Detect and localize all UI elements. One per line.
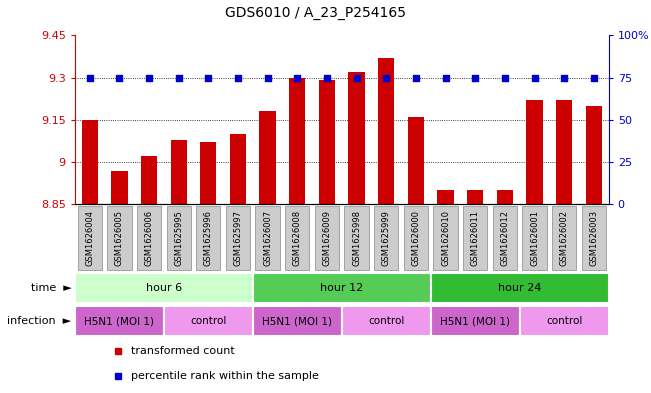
Text: infection  ►: infection ► <box>7 316 72 326</box>
Text: GSM1626005: GSM1626005 <box>115 210 124 266</box>
Text: GSM1626007: GSM1626007 <box>263 210 272 266</box>
Bar <box>556 100 572 204</box>
Point <box>114 74 124 81</box>
FancyBboxPatch shape <box>137 206 161 270</box>
Bar <box>497 190 513 204</box>
Text: time  ►: time ► <box>31 283 72 293</box>
Text: GSM1626008: GSM1626008 <box>293 210 302 266</box>
Point <box>589 74 599 81</box>
Text: GSM1625999: GSM1625999 <box>381 210 391 266</box>
Text: percentile rank within the sample: percentile rank within the sample <box>131 371 319 381</box>
Text: GSM1626001: GSM1626001 <box>530 210 539 266</box>
FancyBboxPatch shape <box>344 206 368 270</box>
Text: GDS6010 / A_23_P254165: GDS6010 / A_23_P254165 <box>225 6 406 20</box>
Bar <box>171 140 187 204</box>
Point <box>85 74 95 81</box>
Text: H5N1 (MOI 1): H5N1 (MOI 1) <box>85 316 154 326</box>
Text: hour 12: hour 12 <box>320 283 363 293</box>
Text: control: control <box>546 316 583 326</box>
Bar <box>319 81 335 204</box>
FancyBboxPatch shape <box>285 206 309 270</box>
FancyBboxPatch shape <box>434 206 458 270</box>
Text: GSM1626009: GSM1626009 <box>322 210 331 266</box>
FancyBboxPatch shape <box>315 206 339 270</box>
Text: GSM1626004: GSM1626004 <box>85 210 94 266</box>
Bar <box>348 72 365 204</box>
Text: GSM1625998: GSM1625998 <box>352 210 361 266</box>
Bar <box>431 306 519 336</box>
Point <box>233 74 243 81</box>
Bar <box>586 106 602 204</box>
Bar <box>111 171 128 204</box>
FancyBboxPatch shape <box>404 206 428 270</box>
Text: control: control <box>368 316 404 326</box>
Bar <box>75 273 253 303</box>
Text: hour 24: hour 24 <box>498 283 542 293</box>
Text: GSM1626000: GSM1626000 <box>411 210 421 266</box>
Text: H5N1 (MOI 1): H5N1 (MOI 1) <box>440 316 510 326</box>
Bar <box>75 306 164 336</box>
Text: GSM1625997: GSM1625997 <box>234 210 242 266</box>
FancyBboxPatch shape <box>374 206 398 270</box>
Text: GSM1626002: GSM1626002 <box>560 210 569 266</box>
Text: GSM1625996: GSM1625996 <box>204 210 213 266</box>
Text: GSM1626006: GSM1626006 <box>145 210 154 266</box>
Bar <box>437 190 454 204</box>
Bar <box>253 273 431 303</box>
Point <box>262 74 273 81</box>
Bar <box>164 306 253 336</box>
FancyBboxPatch shape <box>552 206 576 270</box>
Bar <box>200 142 217 204</box>
Text: GSM1625995: GSM1625995 <box>174 210 183 266</box>
Bar <box>467 190 484 204</box>
FancyBboxPatch shape <box>226 206 250 270</box>
Bar <box>342 306 431 336</box>
Bar <box>81 120 98 204</box>
Point <box>529 74 540 81</box>
Bar <box>408 117 424 204</box>
Point <box>440 74 450 81</box>
Bar <box>253 306 342 336</box>
Point <box>500 74 510 81</box>
Text: H5N1 (MOI 1): H5N1 (MOI 1) <box>262 316 332 326</box>
Bar <box>230 134 246 204</box>
Text: control: control <box>190 316 227 326</box>
Bar <box>260 111 276 204</box>
FancyBboxPatch shape <box>107 206 132 270</box>
Text: GSM1626003: GSM1626003 <box>589 210 598 266</box>
Text: GSM1626011: GSM1626011 <box>471 210 480 266</box>
Bar <box>519 306 609 336</box>
Point <box>144 74 154 81</box>
Point <box>173 74 184 81</box>
FancyBboxPatch shape <box>196 206 221 270</box>
Point <box>470 74 480 81</box>
Point <box>292 74 303 81</box>
Point <box>352 74 362 81</box>
Bar <box>141 156 157 204</box>
Point <box>381 74 391 81</box>
Point <box>559 74 570 81</box>
Bar <box>431 273 609 303</box>
FancyBboxPatch shape <box>493 206 517 270</box>
Text: GSM1626012: GSM1626012 <box>501 210 509 266</box>
Bar <box>378 58 395 204</box>
Text: transformed count: transformed count <box>131 346 234 356</box>
FancyBboxPatch shape <box>167 206 191 270</box>
FancyBboxPatch shape <box>77 206 102 270</box>
Point <box>411 74 421 81</box>
FancyBboxPatch shape <box>522 206 547 270</box>
Point <box>322 74 332 81</box>
Bar <box>289 77 305 204</box>
FancyBboxPatch shape <box>255 206 280 270</box>
FancyBboxPatch shape <box>463 206 488 270</box>
FancyBboxPatch shape <box>582 206 606 270</box>
Bar <box>527 100 543 204</box>
Text: hour 6: hour 6 <box>146 283 182 293</box>
Point <box>203 74 214 81</box>
Text: GSM1626010: GSM1626010 <box>441 210 450 266</box>
